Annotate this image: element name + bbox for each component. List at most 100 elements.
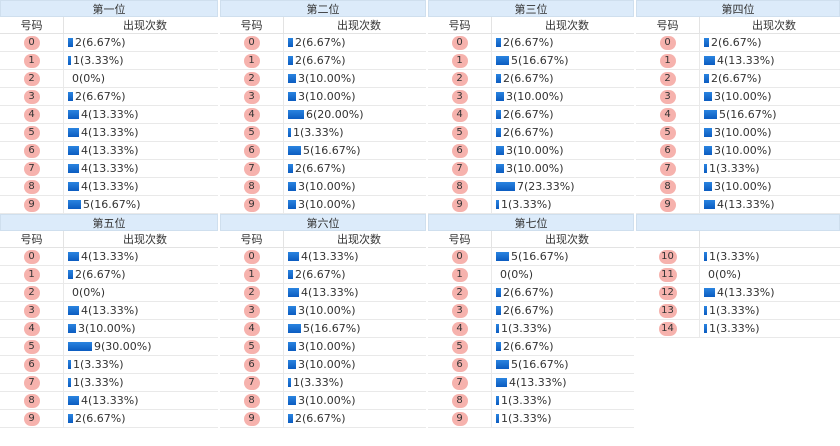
number-ball: 1 bbox=[243, 267, 260, 282]
table-row: 6 1(3.33%) bbox=[0, 356, 218, 374]
count-value: 4(13.33%) bbox=[717, 198, 775, 211]
section-title: 第七位 bbox=[428, 214, 634, 231]
number-ball: 2 bbox=[451, 71, 468, 86]
frequency-bar bbox=[496, 360, 509, 369]
count-value: 3(10.00%) bbox=[298, 340, 356, 353]
number-ball: 8 bbox=[451, 393, 468, 408]
table-row: 1 2(6.67%) bbox=[220, 52, 426, 70]
number-cell: 6 bbox=[0, 356, 64, 373]
table-row: 6 3(10.00%) bbox=[220, 356, 426, 374]
count-value: 2(6.67%) bbox=[503, 286, 554, 299]
number-ball: 4 bbox=[243, 321, 260, 336]
header-count: 出现次数 bbox=[337, 19, 381, 32]
number-cell: 1 bbox=[428, 52, 492, 69]
frequency-bar bbox=[704, 200, 715, 209]
number-cell: 0 bbox=[220, 248, 284, 265]
table-row: 4 3(10.00%) bbox=[0, 320, 218, 338]
table-row: 2 0(0%) bbox=[0, 70, 218, 88]
frequency-bar bbox=[68, 306, 79, 315]
number-ball: 3 bbox=[23, 89, 40, 104]
count-value: 4(13.33%) bbox=[81, 126, 139, 139]
number-ball: 14 bbox=[658, 321, 677, 336]
table-row: 7 1(3.33%) bbox=[0, 374, 218, 392]
table-row: 1 0(0%) bbox=[428, 266, 634, 284]
count-cell: 3(10.00%) bbox=[492, 90, 634, 103]
frequency-bar bbox=[704, 252, 707, 261]
number-ball: 4 bbox=[659, 107, 676, 122]
table-row: 1 2(6.67%) bbox=[0, 266, 218, 284]
table-row: 2 4(13.33%) bbox=[220, 284, 426, 302]
count-value: 3(10.00%) bbox=[298, 198, 356, 211]
count-value: 4(13.33%) bbox=[81, 144, 139, 157]
count-cell: 2(6.67%) bbox=[284, 268, 426, 281]
count-cell: 3(10.00%) bbox=[700, 126, 840, 139]
frequency-bar bbox=[704, 128, 712, 137]
count-value: 0(0%) bbox=[708, 268, 742, 281]
count-value: 4(13.33%) bbox=[81, 162, 139, 175]
count-cell: 5(16.67%) bbox=[492, 358, 634, 371]
number-cell: 7 bbox=[220, 160, 284, 177]
frequency-bar bbox=[68, 270, 73, 279]
frequency-bar bbox=[288, 324, 301, 333]
number-cell: 1 bbox=[428, 266, 492, 283]
number-ball: 1 bbox=[451, 267, 468, 282]
position-section: 10 1(3.33%) 11 0(0%) 12 4(13.33%) 13 1(3.33%) 14… bbox=[636, 214, 840, 338]
table-row: 4 5(16.67%) bbox=[220, 320, 426, 338]
number-cell: 5 bbox=[428, 338, 492, 355]
frequency-bar bbox=[496, 378, 507, 387]
count-value: 2(6.67%) bbox=[295, 36, 346, 49]
position-section: 第五位 号码 出现次数 0 4(13.33%) 1 2(6.67%) 2 0(0%) 3 4(13.… bbox=[0, 214, 218, 428]
frequency-bar bbox=[68, 342, 92, 351]
position-section: 第二位 号码 出现次数 0 2(6.67%) 1 2(6.67%) 2 3(10.00%) 3 3(… bbox=[220, 0, 426, 214]
frequency-bar bbox=[68, 360, 71, 369]
count-value: 1(3.33%) bbox=[709, 162, 760, 175]
column-header: 号码 出现次数 bbox=[220, 231, 426, 248]
number-ball: 11 bbox=[658, 267, 677, 282]
number-ball: 6 bbox=[451, 357, 468, 372]
number-ball: 9 bbox=[451, 197, 468, 212]
count-value: 3(10.00%) bbox=[298, 394, 356, 407]
number-ball: 8 bbox=[23, 179, 40, 194]
number-ball: 2 bbox=[451, 285, 468, 300]
table-row: 6 3(10.00%) bbox=[428, 142, 634, 160]
frequency-bar bbox=[288, 38, 293, 47]
number-ball: 9 bbox=[23, 197, 40, 212]
number-cell: 6 bbox=[220, 356, 284, 373]
frequency-bar bbox=[288, 342, 296, 351]
table-row: 3 2(6.67%) bbox=[0, 88, 218, 106]
number-ball: 10 bbox=[658, 249, 677, 264]
count-cell: 2(6.67%) bbox=[700, 36, 840, 49]
count-cell: 4(13.33%) bbox=[64, 108, 218, 121]
table-row: 4 2(6.67%) bbox=[428, 106, 634, 124]
table-row: 8 3(10.00%) bbox=[636, 178, 840, 196]
count-value: 3(10.00%) bbox=[78, 322, 136, 335]
number-ball: 5 bbox=[451, 339, 468, 354]
count-value: 4(13.33%) bbox=[717, 286, 775, 299]
table-row: 7 1(3.33%) bbox=[220, 374, 426, 392]
position-section: 第三位 号码 出现次数 0 2(6.67%) 1 5(16.67%) 2 2(6.67%) 3 3(… bbox=[428, 0, 634, 214]
count-cell: 4(13.33%) bbox=[64, 250, 218, 263]
number-ball: 5 bbox=[23, 339, 40, 354]
table-row: 7 3(10.00%) bbox=[428, 160, 634, 178]
count-cell: 2(6.67%) bbox=[492, 72, 634, 85]
count-value: 1(3.33%) bbox=[73, 54, 124, 67]
table-row: 7 4(13.33%) bbox=[0, 160, 218, 178]
number-cell: 2 bbox=[428, 284, 492, 301]
frequency-bar bbox=[496, 56, 509, 65]
count-cell: 1(3.33%) bbox=[700, 250, 840, 263]
count-value: 3(10.00%) bbox=[506, 162, 564, 175]
number-ball: 8 bbox=[451, 179, 468, 194]
number-ball: 1 bbox=[243, 53, 260, 68]
number-ball: 3 bbox=[451, 303, 468, 318]
count-value: 4(13.33%) bbox=[509, 376, 567, 389]
column-header: 号码 出现次数 bbox=[0, 17, 218, 34]
header-number: 号码 bbox=[0, 17, 64, 33]
frequency-bar bbox=[288, 270, 293, 279]
count-value: 2(6.67%) bbox=[75, 90, 126, 103]
number-ball: 0 bbox=[243, 35, 260, 50]
count-value: 6(20.00%) bbox=[306, 108, 364, 121]
count-value: 0(0%) bbox=[500, 268, 534, 281]
number-ball: 2 bbox=[23, 285, 40, 300]
number-ball: 0 bbox=[23, 249, 40, 264]
frequency-bar bbox=[68, 164, 79, 173]
